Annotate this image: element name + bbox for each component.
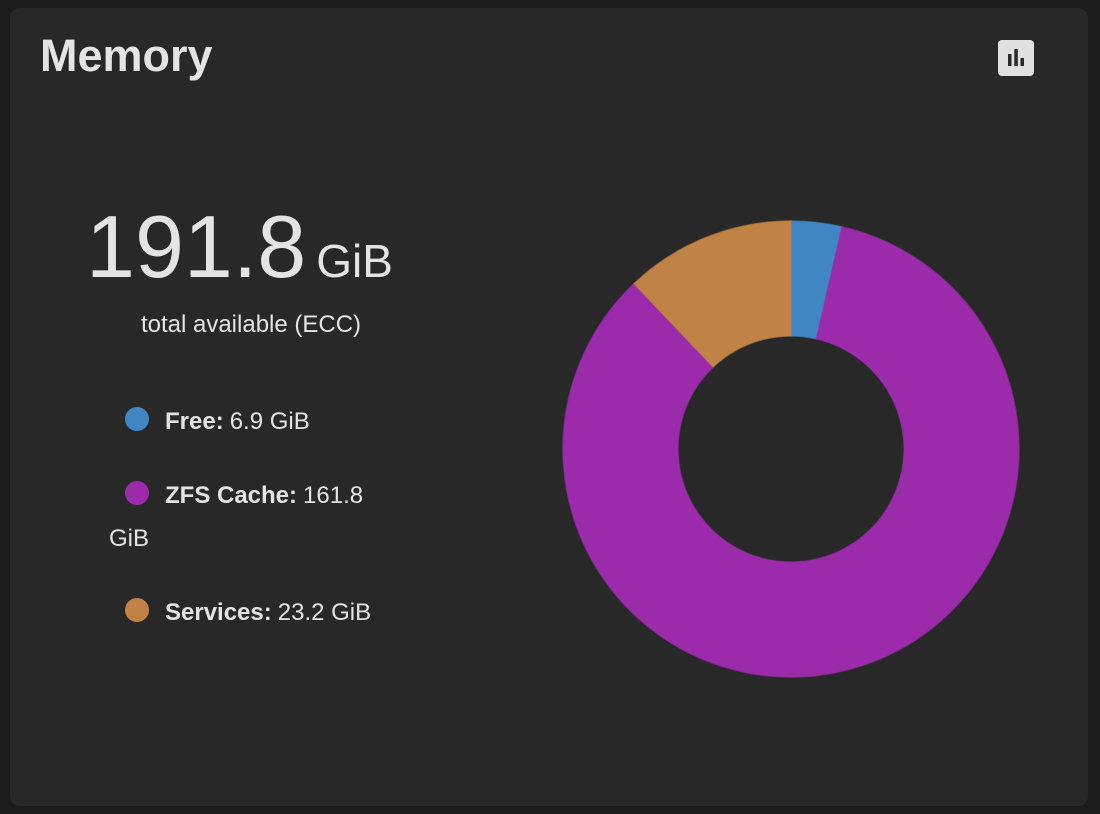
legend-dot (125, 598, 149, 622)
legend-dot (125, 481, 149, 505)
legend-value: 161.8 GiB (109, 482, 364, 552)
donut-slice (562, 225, 1020, 678)
legend-item: ZFS Cache: 161.8 GiB (109, 474, 405, 560)
chart-toggle-button[interactable] (998, 40, 1034, 76)
legend-item: Services: 23.2 GiB (109, 591, 405, 634)
legend-item: Free: 6.9 GiB (109, 400, 405, 443)
legend-value: 23.2 GiB (277, 599, 372, 626)
total-caption: total available (ECC) (140, 311, 362, 338)
card-title: Memory (40, 30, 213, 81)
total-block: 191.8 GiB (86, 196, 393, 298)
legend-label: ZFS Cache: (165, 482, 298, 509)
bar-icon (1008, 49, 1024, 66)
legend-value: 6.9 GiB (229, 408, 310, 435)
total-unit: GiB (316, 235, 393, 287)
legend-dot (125, 407, 149, 431)
legend-label: Services: (165, 599, 272, 626)
legend-label: Free: (165, 408, 224, 435)
donut-slice (632, 220, 792, 369)
legend: Free: 6.9 GiB ZFS Cache: 161.8 GiB Services:… (109, 400, 405, 665)
total-value: 191.8 (86, 197, 307, 296)
